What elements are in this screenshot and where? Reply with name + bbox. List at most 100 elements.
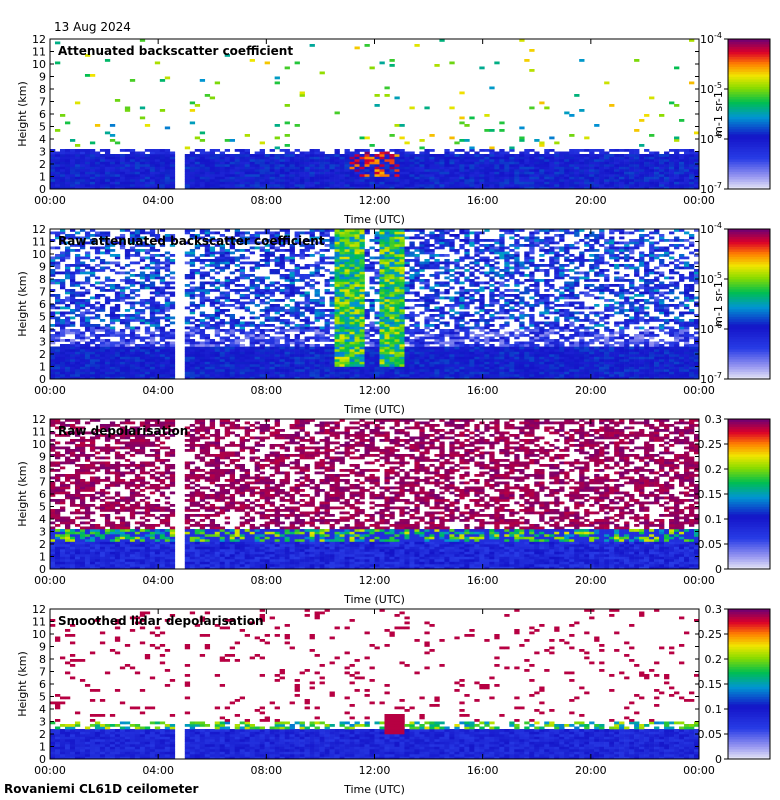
heatmap-cell	[144, 356, 151, 360]
heatmap-cell	[499, 121, 505, 125]
heatmap-cell	[149, 249, 156, 252]
heatmap-cell	[294, 324, 300, 327]
heatmap-cell	[374, 331, 380, 335]
heatmap-cell	[164, 341, 171, 345]
heatmap-cell	[84, 254, 91, 257]
heatmap-cell	[299, 326, 305, 330]
heatmap-cell	[59, 359, 66, 362]
heatmap-cell	[129, 361, 136, 365]
heatmap-cell	[464, 166, 470, 170]
heatmap-cell	[189, 151, 196, 155]
heatmap-cell	[159, 156, 166, 160]
heatmap-cell	[304, 351, 310, 355]
heatmap-cell	[284, 356, 290, 360]
heatmap-cell	[354, 179, 360, 182]
heatmap-cell	[214, 244, 221, 247]
heatmap-cell	[334, 154, 340, 157]
heatmap-cell	[109, 321, 116, 325]
heatmap-cell	[139, 321, 146, 325]
heatmap-cell	[154, 181, 161, 185]
heatmap-cell	[139, 244, 146, 247]
heatmap-cell	[214, 161, 221, 165]
heatmap-cell	[79, 171, 86, 175]
heatmap-cell	[89, 269, 96, 272]
heatmap-cell	[659, 179, 665, 182]
heatmap-cell	[264, 311, 270, 315]
heatmap-cell	[194, 294, 201, 297]
heatmap-cell	[639, 144, 645, 147]
heatmap-cell	[584, 171, 590, 175]
heatmap-cell	[229, 346, 236, 350]
heatmap-cell	[134, 234, 141, 237]
heatmap-cell	[259, 186, 265, 190]
heatmap-cell	[239, 294, 245, 297]
heatmap-cell	[139, 376, 146, 380]
heatmap-cell	[144, 159, 151, 162]
heatmap-cell	[129, 159, 136, 162]
heatmap-cell	[184, 289, 191, 292]
heatmap-cell	[104, 376, 111, 380]
heatmap-cell	[269, 231, 275, 235]
heatmap-cell	[74, 309, 81, 312]
heatmap-cell	[349, 351, 355, 355]
heatmap-cell	[379, 366, 385, 370]
heatmap-cell	[684, 159, 690, 162]
colorbar-segment	[728, 99, 770, 102]
heatmap-cell	[184, 341, 191, 345]
heatmap-cell	[264, 264, 270, 267]
heatmap-cell	[519, 161, 525, 165]
heatmap-cell	[204, 346, 211, 350]
heatmap-cell	[349, 154, 355, 157]
colorbar-segment	[728, 114, 770, 117]
heatmap-cell	[524, 186, 530, 190]
heatmap-cell	[554, 166, 560, 170]
heatmap-cell	[94, 336, 101, 340]
heatmap-cell	[50, 316, 56, 320]
heatmap-cell	[314, 354, 320, 357]
heatmap-cell	[229, 361, 236, 365]
heatmap-cell	[339, 369, 345, 372]
heatmap-cell	[159, 344, 166, 347]
heatmap-cell	[254, 186, 260, 190]
heatmap-cell	[329, 354, 335, 357]
heatmap-cell	[374, 164, 380, 167]
heatmap-cell	[334, 159, 340, 162]
colorbar-segment	[728, 174, 770, 177]
heatmap-cell	[304, 249, 310, 252]
heatmap-cell	[529, 156, 535, 160]
heatmap-cell	[169, 234, 176, 237]
heatmap-cell	[264, 174, 270, 177]
heatmap-cell	[494, 61, 500, 65]
heatmap-cell	[634, 186, 640, 190]
heatmap-cell	[249, 169, 255, 172]
heatmap-cell	[224, 239, 231, 242]
heatmap-cell	[384, 326, 390, 330]
heatmap-cell	[289, 369, 295, 372]
y-tick-label: 2	[39, 158, 46, 171]
heatmap-cell	[109, 329, 116, 332]
heatmap-cell	[294, 266, 300, 270]
heatmap-cell	[254, 176, 260, 180]
heatmap-cell	[114, 156, 121, 160]
heatmap-cell	[89, 306, 96, 310]
heatmap-cell	[64, 154, 71, 157]
heatmap-cell	[524, 59, 530, 62]
heatmap-cell	[149, 156, 156, 160]
heatmap-cell	[444, 149, 450, 152]
heatmap-cell	[129, 186, 136, 190]
heatmap-cell	[349, 174, 355, 177]
heatmap-cell	[239, 266, 245, 270]
heatmap-cell	[229, 359, 236, 362]
heatmap-cell	[624, 186, 630, 190]
heatmap-cell	[194, 354, 201, 357]
heatmap-cell	[134, 361, 141, 365]
heatmap-cell	[149, 346, 156, 350]
heatmap-cell	[79, 179, 86, 182]
heatmap-cell	[364, 291, 370, 295]
heatmap-cell	[244, 171, 250, 175]
heatmap-cell	[309, 166, 315, 170]
heatmap-cell	[344, 156, 350, 160]
heatmap-cell	[294, 289, 300, 292]
heatmap-cell	[89, 304, 96, 307]
heatmap-cell	[199, 329, 206, 332]
